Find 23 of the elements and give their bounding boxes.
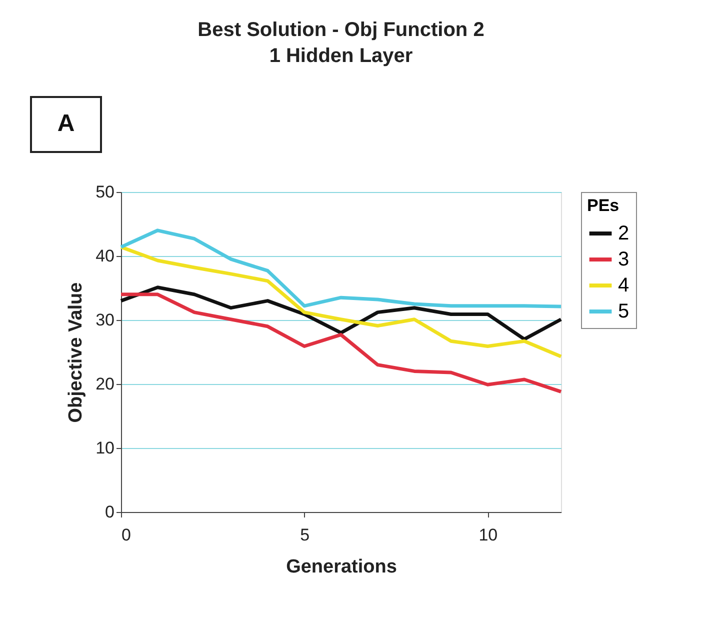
x-tick-label: 10 <box>478 526 498 544</box>
x-tick-label: 5 <box>300 526 310 544</box>
legend-title: PEs <box>587 196 620 215</box>
x-axis-title: Generations <box>286 556 397 578</box>
y-tick-label: 30 <box>96 310 114 330</box>
line-series <box>119 286 563 341</box>
y-tick-label: 0 <box>105 502 114 522</box>
chart-subtitle: 1 Hidden Layer <box>269 45 413 67</box>
y-tick-label: 20 <box>96 374 114 394</box>
y-tick-label: 50 <box>96 182 114 202</box>
y-axis-title: Objective Value <box>66 282 87 423</box>
legend-label: 5 <box>618 300 630 322</box>
y-tick-label: 40 <box>96 246 114 266</box>
chart-title: Best Solution - Obj Function 2 <box>198 19 484 41</box>
line-series <box>119 245 563 358</box>
line-series <box>119 228 563 308</box>
legend-label: 2 <box>618 222 630 244</box>
legend-label: 3 <box>618 248 630 270</box>
y-tick-label: 10 <box>96 438 114 458</box>
x-tick-label: 0 <box>122 526 131 544</box>
text: A <box>57 110 75 137</box>
line-series <box>119 292 563 394</box>
legend-label: 4 <box>618 274 630 296</box>
